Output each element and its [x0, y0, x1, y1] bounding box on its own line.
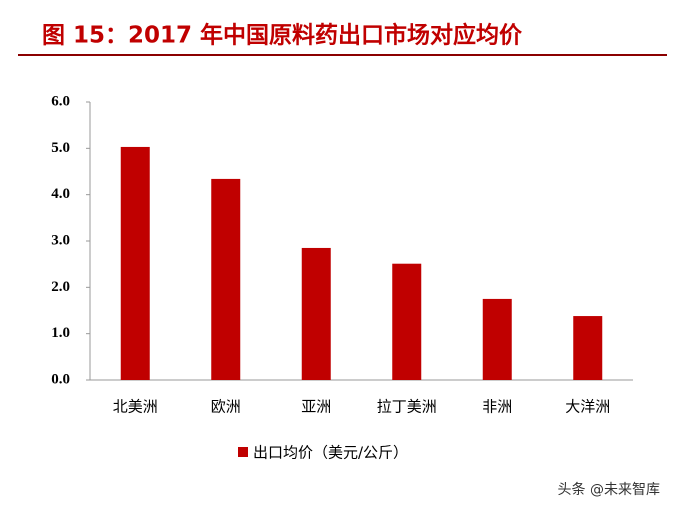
legend-label: 出口均价（美元/公斤） — [253, 444, 408, 462]
y-tick-label: 6.0 — [51, 93, 70, 109]
x-tick-label: 非洲 — [482, 398, 512, 416]
bar — [482, 298, 512, 380]
watermark: 头条 @未来智库 — [558, 481, 660, 498]
legend-swatch — [238, 447, 248, 457]
y-tick-label: 2.0 — [51, 279, 70, 295]
bar — [120, 146, 150, 380]
x-tick-label: 北美洲 — [113, 398, 158, 416]
y-tick-label: 4.0 — [51, 186, 70, 202]
bar — [301, 247, 331, 380]
chart-title: 图 15：2017 年中国原料药出口市场对应均价 — [42, 22, 523, 49]
x-tick-label: 亚洲 — [301, 398, 331, 416]
y-tick-label: 0.0 — [51, 371, 70, 387]
x-tick-label: 欧洲 — [211, 398, 241, 416]
x-tick-label: 大洋洲 — [565, 398, 610, 416]
y-tick-label: 5.0 — [51, 140, 70, 156]
y-tick-label: 3.0 — [51, 232, 70, 248]
bar — [573, 316, 603, 380]
y-tick-label: 1.0 — [51, 325, 70, 341]
x-tick-label: 拉丁美洲 — [377, 398, 437, 416]
bar — [392, 263, 422, 380]
bar — [211, 178, 241, 380]
